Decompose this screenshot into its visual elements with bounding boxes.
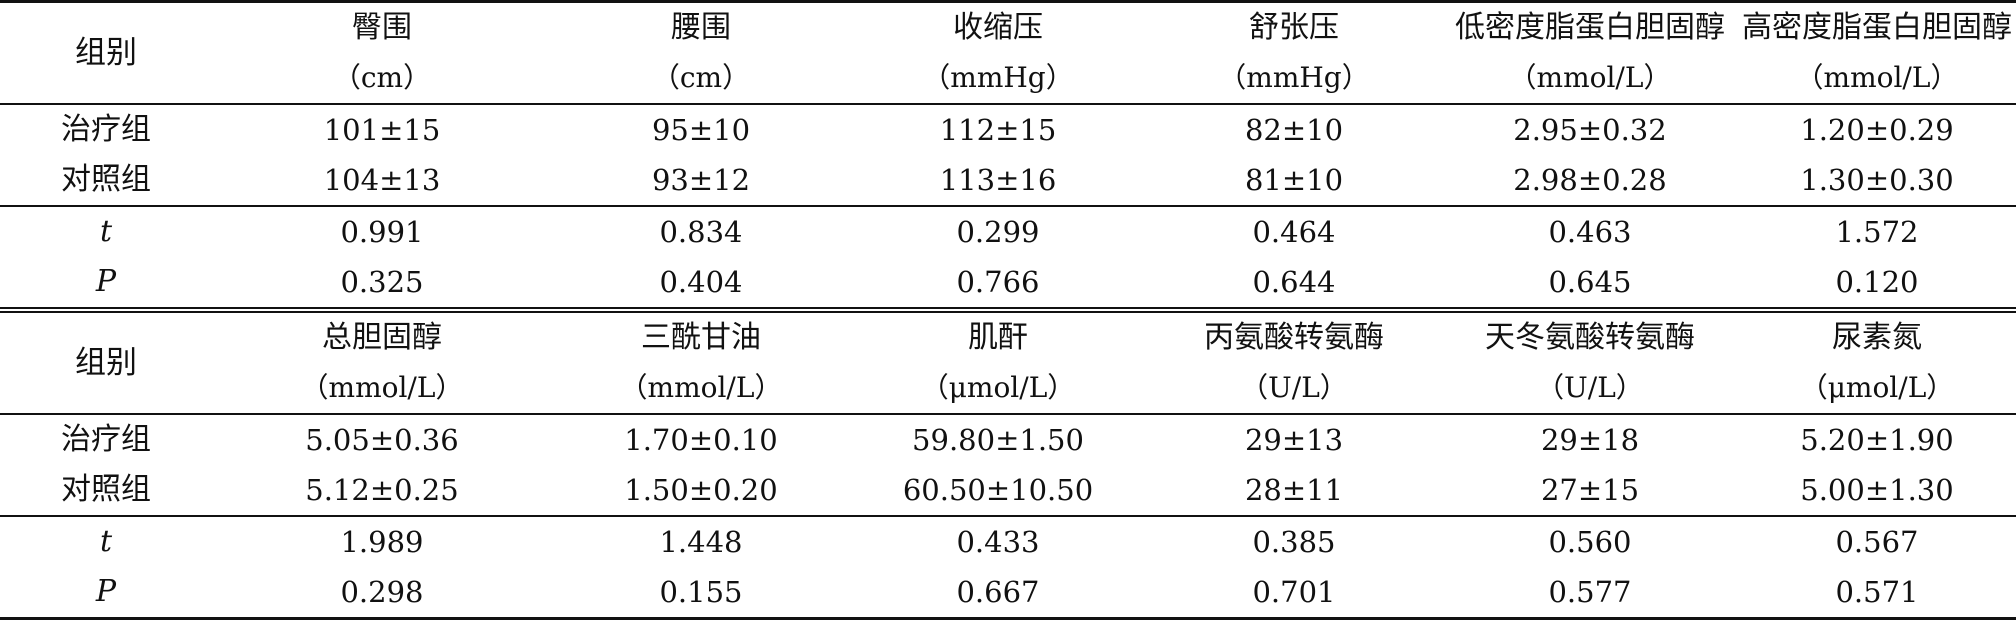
table-cell: 28±11 — [1244, 473, 1344, 507]
block1-var-name: 高密度脂蛋白胆固醇 — [1738, 0, 2016, 53]
table-row: 治疗组 5.05±0.36 1.70±0.10 59.80±1.50 29±13… — [0, 413, 2016, 465]
table-cell: 0.463 — [1442, 205, 1738, 257]
table-cell: 0.155 — [552, 567, 850, 620]
block2-var-name: 三酰甘油 — [552, 307, 850, 363]
table-cell: 0.433 — [850, 515, 1146, 567]
table-cell: 0.567 — [1738, 515, 2016, 567]
block1-var-name: 腰围 — [552, 0, 850, 53]
block1-var-name: 收缩压 — [850, 0, 1146, 53]
block2-var-name: 天冬氨酸转氨酶 — [1442, 307, 1738, 363]
row-label-t: t — [0, 515, 212, 567]
block2-var-name: 尿素氮 — [1738, 307, 2016, 363]
table-cell: 1.572 — [1738, 205, 2016, 257]
row-label-p: P — [95, 264, 117, 299]
block1-var-name: 舒张压 — [1146, 0, 1442, 53]
block1-header-unit-row: （cm） （cm） （mmHg） （mmHg） （mmol/L） （mmol/L… — [0, 53, 2016, 104]
table-cell: 101±15 — [212, 103, 552, 155]
table-cell: 113±16 — [939, 163, 1057, 197]
table-row: t 1.989 1.448 0.433 0.385 0.560 0.567 — [0, 515, 2016, 567]
block1-var-name: 低密度脂蛋白胆固醇 — [1442, 0, 1738, 53]
table-cell: 2.98±0.28 — [1513, 163, 1667, 197]
table-cell: 29±13 — [1146, 413, 1442, 465]
table-cell: 60.50±10.50 — [902, 473, 1094, 507]
block2-var-name: 丙氨酸转氨酶 — [1146, 307, 1442, 363]
row-label-control: 对照组 — [61, 162, 151, 197]
block1-var-unit: （cm） — [332, 61, 432, 94]
row-label-control: 对照组 — [61, 472, 151, 507]
row-label-treatment: 治疗组 — [0, 413, 212, 465]
table-cell: 0.385 — [1146, 515, 1442, 567]
row-label-p: P — [0, 567, 212, 620]
table-cell: 95±10 — [552, 103, 850, 155]
block2-group-header: 组别 — [0, 307, 212, 414]
table-cell: 5.05±0.36 — [212, 413, 552, 465]
block2-var-unit: （mmol/L） — [300, 371, 464, 404]
table-cell: 1.70±0.10 — [552, 413, 850, 465]
table-cell: 0.298 — [212, 567, 552, 620]
block2-var-unit: （U/L） — [1240, 371, 1348, 404]
table-row: 治疗组 101±15 95±10 112±15 82±10 2.95±0.32 … — [0, 103, 2016, 155]
block1-var-name: 臀围 — [212, 0, 552, 53]
block1-var-unit: （mmHg） — [1218, 61, 1370, 94]
table-cell: 82±10 — [1146, 103, 1442, 155]
table-cell: 27±15 — [1540, 473, 1640, 507]
table-cell: 0.560 — [1442, 515, 1738, 567]
table-cell: 1.448 — [552, 515, 850, 567]
block2-header-name-row: 组别 总胆固醇 三酰甘油 肌酐 丙氨酸转氨酶 天冬氨酸转氨酶 尿素氮 — [0, 307, 2016, 414]
table-cell: 1.20±0.29 — [1738, 103, 2016, 155]
block2-var-unit: （μmol/L） — [1799, 371, 1955, 404]
table-cell: 0.766 — [956, 265, 1040, 299]
block1-var-unit: （cm） — [651, 61, 751, 94]
table-row: t 0.991 0.834 0.299 0.464 0.463 1.572 — [0, 205, 2016, 257]
block2-var-name: 总胆固醇 — [212, 307, 552, 363]
table-cell: 59.80±1.50 — [850, 413, 1146, 465]
block1-var-unit: （mmHg） — [922, 61, 1074, 94]
row-label-t: t — [0, 205, 212, 257]
table-cell: 0.571 — [1738, 567, 2016, 620]
block2-header-unit-row: （mmol/L） （mmol/L） （μmol/L） （U/L） （U/L） （… — [0, 363, 2016, 414]
block2-var-unit: （μmol/L） — [920, 371, 1076, 404]
table-cell: 0.325 — [340, 265, 424, 299]
table-cell: 0.834 — [552, 205, 850, 257]
table-row: P 0.325 0.404 0.766 0.644 0.645 0.120 — [0, 257, 2016, 310]
row-label-treatment: 治疗组 — [0, 103, 212, 155]
table-cell: 93±12 — [651, 163, 751, 197]
table-row: 对照组 104±13 93±12 113±16 81±10 2.98±0.28 … — [0, 155, 2016, 206]
block1-group-header: 组别 — [0, 0, 212, 104]
table-cell: 2.95±0.32 — [1442, 103, 1738, 155]
block1-var-unit: （mmol/L） — [1508, 61, 1672, 94]
block1-var-unit: （mmol/L） — [1795, 61, 1959, 94]
table-row: P 0.298 0.155 0.667 0.701 0.577 0.571 — [0, 567, 2016, 620]
block2-var-unit: （mmol/L） — [619, 371, 783, 404]
table-cell: 29±18 — [1442, 413, 1738, 465]
block2-var-name: 肌酐 — [850, 307, 1146, 363]
table-cell: 0.991 — [212, 205, 552, 257]
table-cell: 5.20±1.90 — [1738, 413, 2016, 465]
table-cell: 5.12±0.25 — [305, 473, 459, 507]
table-cell: 0.667 — [850, 567, 1146, 620]
table-cell: 81±10 — [1244, 163, 1344, 197]
block1-header-name-row: 组别 臀围 腰围 收缩压 舒张压 低密度脂蛋白胆固醇 高密度脂蛋白胆固醇 — [0, 0, 2016, 104]
table-cell: 0.120 — [1835, 265, 1919, 299]
table-row: 对照组 5.12±0.25 1.50±0.20 60.50±10.50 28±1… — [0, 465, 2016, 516]
table-cell: 1.50±0.20 — [624, 473, 778, 507]
table-cell: 0.645 — [1548, 265, 1632, 299]
table-cell: 0.701 — [1146, 567, 1442, 620]
table-cell: 0.404 — [659, 265, 743, 299]
table-cell: 0.577 — [1442, 567, 1738, 620]
table-cell: 0.464 — [1146, 205, 1442, 257]
table-cell: 0.299 — [850, 205, 1146, 257]
table-cell: 0.644 — [1252, 265, 1336, 299]
table-cell: 112±15 — [850, 103, 1146, 155]
table-cell: 104±13 — [323, 163, 441, 197]
table-cell: 1.30±0.30 — [1800, 163, 1954, 197]
table-cell: 1.989 — [212, 515, 552, 567]
table-cell: 5.00±1.30 — [1800, 473, 1954, 507]
block2-var-unit: （U/L） — [1536, 371, 1644, 404]
